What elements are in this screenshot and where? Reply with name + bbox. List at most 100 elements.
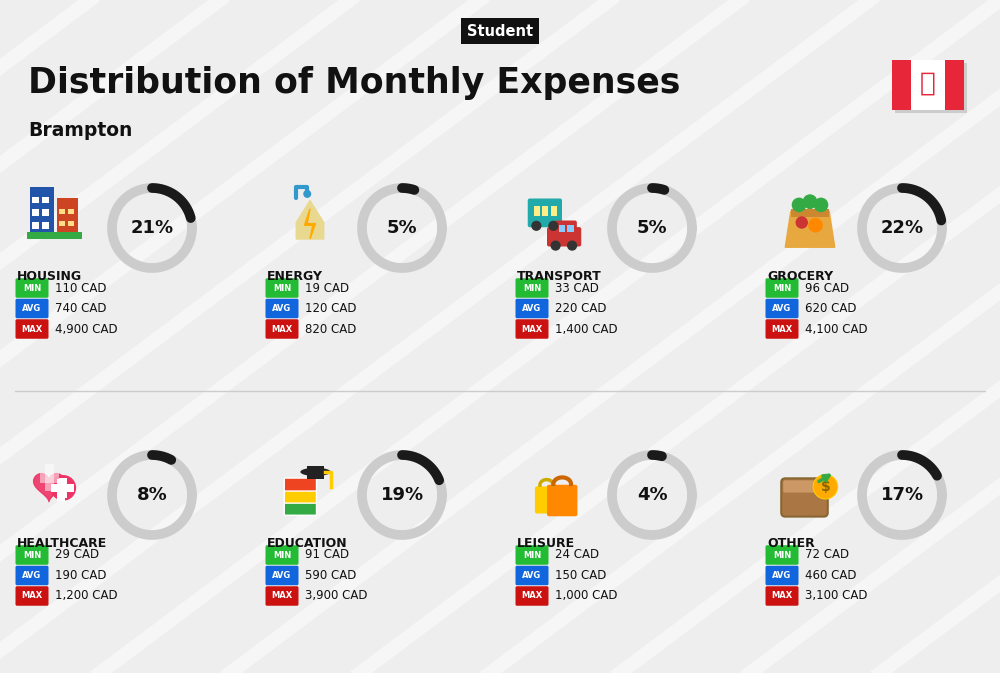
Text: 3,900 CAD: 3,900 CAD (305, 590, 368, 602)
Text: MIN: MIN (273, 551, 291, 559)
FancyBboxPatch shape (516, 545, 548, 565)
FancyBboxPatch shape (15, 586, 48, 606)
FancyBboxPatch shape (516, 278, 548, 297)
Text: 220 CAD: 220 CAD (555, 302, 606, 315)
FancyBboxPatch shape (534, 206, 540, 216)
Text: 620 CAD: 620 CAD (805, 302, 857, 315)
Text: 190 CAD: 190 CAD (55, 569, 106, 582)
FancyBboxPatch shape (945, 60, 964, 110)
FancyBboxPatch shape (547, 485, 577, 516)
FancyBboxPatch shape (59, 209, 65, 214)
FancyBboxPatch shape (542, 206, 548, 216)
Text: 4,900 CAD: 4,900 CAD (55, 322, 118, 336)
Text: MIN: MIN (23, 551, 41, 559)
FancyBboxPatch shape (68, 209, 74, 214)
Text: HEALTHCARE: HEALTHCARE (17, 537, 107, 550)
FancyBboxPatch shape (51, 484, 72, 492)
FancyBboxPatch shape (42, 197, 49, 203)
Text: 150 CAD: 150 CAD (555, 569, 606, 582)
FancyBboxPatch shape (516, 299, 548, 318)
Text: 4%: 4% (637, 486, 667, 504)
FancyBboxPatch shape (15, 299, 48, 318)
Circle shape (551, 241, 560, 250)
Text: 91 CAD: 91 CAD (305, 548, 349, 561)
Text: 590 CAD: 590 CAD (305, 569, 356, 582)
Text: 29 CAD: 29 CAD (55, 548, 99, 561)
Text: 🍁: 🍁 (920, 71, 936, 97)
FancyBboxPatch shape (781, 479, 828, 517)
Circle shape (796, 217, 807, 228)
Circle shape (549, 221, 558, 230)
FancyBboxPatch shape (32, 209, 39, 216)
Text: AVG: AVG (22, 571, 42, 580)
Circle shape (809, 219, 822, 232)
Text: MIN: MIN (773, 283, 791, 293)
FancyBboxPatch shape (30, 186, 54, 234)
Polygon shape (785, 211, 835, 247)
FancyBboxPatch shape (59, 221, 65, 226)
Text: AVG: AVG (522, 304, 542, 313)
FancyBboxPatch shape (15, 545, 48, 565)
FancyBboxPatch shape (42, 209, 49, 216)
Text: 21%: 21% (130, 219, 174, 237)
FancyBboxPatch shape (516, 319, 548, 339)
Text: 22%: 22% (880, 219, 924, 237)
FancyBboxPatch shape (15, 278, 48, 297)
Text: 24 CAD: 24 CAD (555, 548, 599, 561)
FancyBboxPatch shape (535, 487, 558, 513)
FancyBboxPatch shape (266, 278, 298, 297)
FancyBboxPatch shape (40, 473, 59, 483)
Text: 1,200 CAD: 1,200 CAD (55, 590, 118, 602)
FancyBboxPatch shape (42, 222, 49, 229)
Text: 72 CAD: 72 CAD (805, 548, 849, 561)
Polygon shape (304, 209, 316, 239)
Text: LEISURE: LEISURE (517, 537, 575, 550)
FancyBboxPatch shape (892, 60, 964, 110)
FancyBboxPatch shape (783, 481, 826, 493)
Text: 96 CAD: 96 CAD (805, 281, 849, 295)
Circle shape (568, 241, 576, 250)
FancyBboxPatch shape (15, 319, 48, 339)
Text: 8%: 8% (137, 486, 167, 504)
Text: Distribution of Monthly Expenses: Distribution of Monthly Expenses (28, 66, 680, 100)
Circle shape (814, 199, 828, 211)
FancyBboxPatch shape (68, 221, 74, 226)
Text: MAX: MAX (21, 592, 43, 600)
Text: MIN: MIN (523, 551, 541, 559)
FancyBboxPatch shape (284, 502, 317, 516)
Polygon shape (296, 201, 324, 239)
Text: 5%: 5% (637, 219, 667, 237)
Text: MIN: MIN (523, 283, 541, 293)
FancyBboxPatch shape (284, 490, 317, 503)
Text: AVG: AVG (772, 571, 792, 580)
FancyBboxPatch shape (567, 225, 574, 232)
FancyBboxPatch shape (15, 566, 48, 586)
FancyBboxPatch shape (791, 209, 829, 217)
Text: 1,000 CAD: 1,000 CAD (555, 590, 618, 602)
Text: 740 CAD: 740 CAD (55, 302, 106, 315)
Ellipse shape (300, 468, 331, 476)
Text: AVG: AVG (772, 304, 792, 313)
Circle shape (813, 474, 838, 499)
FancyBboxPatch shape (57, 479, 65, 501)
Text: 5%: 5% (387, 219, 417, 237)
FancyBboxPatch shape (32, 197, 39, 203)
FancyBboxPatch shape (766, 566, 799, 586)
FancyBboxPatch shape (45, 464, 54, 491)
Text: MAX: MAX (521, 592, 543, 600)
FancyBboxPatch shape (266, 299, 298, 318)
Circle shape (814, 476, 836, 498)
Text: AVG: AVG (22, 304, 42, 313)
Circle shape (792, 199, 806, 211)
FancyBboxPatch shape (559, 225, 565, 232)
FancyBboxPatch shape (57, 198, 78, 234)
FancyBboxPatch shape (27, 232, 82, 239)
FancyBboxPatch shape (766, 278, 799, 297)
Text: $: $ (821, 480, 830, 494)
FancyBboxPatch shape (266, 586, 298, 606)
Circle shape (51, 476, 75, 500)
Text: TRANSPORT: TRANSPORT (517, 270, 602, 283)
FancyBboxPatch shape (307, 466, 324, 479)
Text: MIN: MIN (773, 551, 791, 559)
FancyBboxPatch shape (284, 478, 317, 491)
